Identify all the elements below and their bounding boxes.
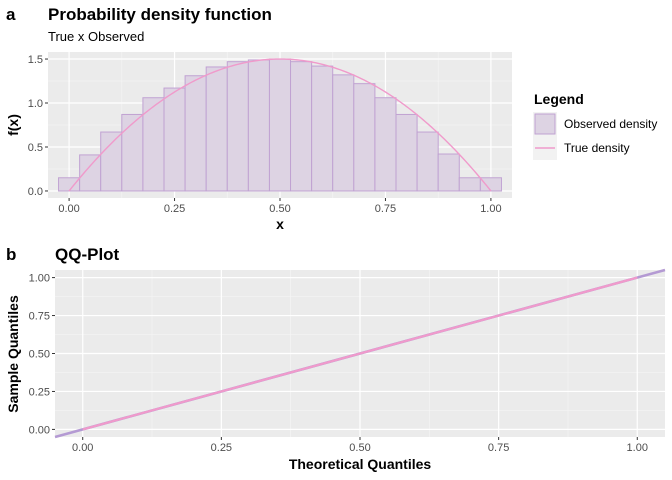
panel-a-y-tick-label: 1.5 [28, 54, 43, 66]
histogram-bar [395, 113, 418, 192]
panel-b-x-tick-label: 1.00 [627, 442, 648, 454]
histogram-bar [458, 177, 481, 192]
panel-a-y-tick-label: 1.0 [28, 98, 43, 110]
panel-a-true-density [68, 58, 492, 192]
panel-a: a Probability density function True x Ob… [5, 5, 657, 232]
panel-b-x-axis-title: Theoretical Quantiles [289, 456, 432, 472]
panel-b-grid [55, 270, 665, 437]
panel-b-y-tick-label: 0.25 [29, 386, 50, 398]
histogram-bar [374, 97, 397, 192]
panel-b-y-tick-label: 0.75 [29, 311, 50, 323]
panel-a-x-tick-label: 0.50 [269, 203, 290, 215]
panel-a-y-tick-label: 0.5 [28, 142, 43, 154]
panel-a-tag: a [6, 5, 16, 24]
legend: Legend Observed density True density [533, 91, 657, 160]
histogram-bar [290, 61, 313, 192]
panel-a-x-tick-label: 0.75 [375, 203, 396, 215]
histogram-bar [79, 154, 102, 192]
histogram-bar [332, 74, 355, 192]
legend-label-observed: Observed density [564, 117, 657, 131]
panel-a-x-tick-label: 0.25 [164, 203, 185, 215]
panel-b-x-tick-label: 0.25 [211, 442, 232, 454]
panel-a-subtitle: True x Observed [48, 29, 144, 44]
histogram-bar [226, 61, 249, 192]
histogram-bar [353, 83, 376, 192]
panel-b-x-tick-label: 0.00 [72, 442, 93, 454]
panel-b-x-axis: 0.00 0.25 0.50 0.75 1.00 [72, 437, 648, 454]
histogram-bar [311, 65, 334, 192]
panel-b-title: QQ-Plot [55, 245, 120, 264]
panel-a-x-tick-label: 1.00 [480, 203, 501, 215]
histogram-bar [58, 177, 81, 192]
legend-key-observed [534, 113, 556, 135]
panel-a-x-axis: 0.00 0.25 0.50 0.75 1.00 [58, 198, 502, 215]
panel-a-histogram [58, 58, 502, 192]
panel-b-y-axis-title: Sample Quantiles [5, 295, 21, 413]
panel-b-y-tick-label: 0.50 [29, 349, 50, 361]
histogram-bar [437, 153, 460, 192]
panel-b: b QQ-Plot 0.000.250.500.751.00 0.00 0.25 0… [5, 245, 666, 472]
panel-a-y-axis-title: f(x) [5, 114, 21, 136]
panel-b-y-axis: 0.00 0.25 0.50 0.75 1.00 [29, 273, 55, 436]
histogram-bar [416, 131, 439, 192]
panel-a-y-tick-label: 0.0 [28, 186, 43, 198]
panel-b-x-tick-label: 0.50 [349, 442, 370, 454]
panel-b-y-tick-label: 0.00 [29, 424, 50, 436]
histogram-bar [205, 66, 228, 192]
panel-b-tag: b [6, 245, 16, 264]
histogram-bar [163, 87, 186, 192]
histogram-bar [479, 177, 502, 192]
panel-b-y-tick-label: 1.00 [29, 273, 50, 285]
true-density-line [68, 58, 492, 192]
histogram-bar [247, 59, 270, 192]
panel-a-x-axis-title: x [276, 216, 284, 232]
legend-title: Legend [534, 91, 584, 107]
panel-b-x-tick-label: 0.75 [488, 442, 509, 454]
histogram-bar [100, 131, 123, 192]
qq-sample-line [82, 276, 638, 431]
panel-a-x-tick-label: 0.00 [58, 203, 79, 215]
legend-label-true: True density [564, 141, 630, 155]
panel-b-lines [54, 268, 666, 439]
histogram-bar [121, 113, 144, 192]
histogram-bar [184, 75, 207, 192]
panel-a-y-axis: 0.0 0.5 1.0 1.5 [28, 54, 48, 198]
panel-a-title: Probability density function [48, 5, 272, 24]
histogram-bar [268, 58, 292, 192]
